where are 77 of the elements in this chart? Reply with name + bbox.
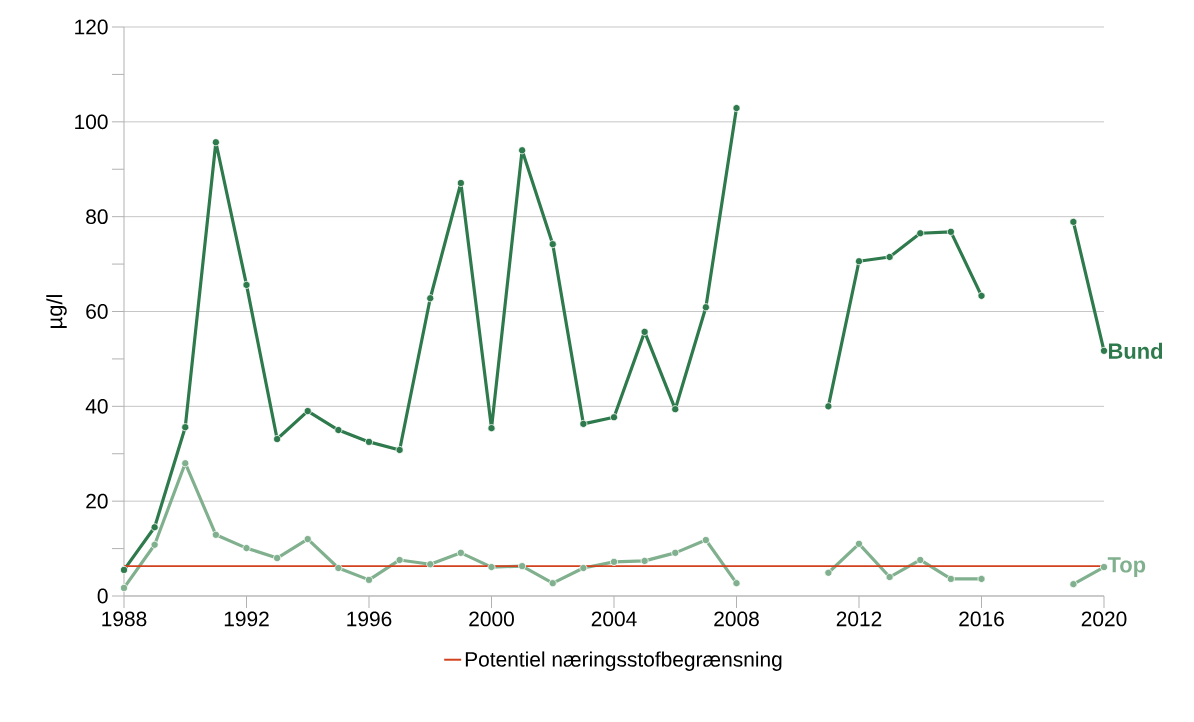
point	[518, 146, 527, 155]
point	[916, 555, 925, 564]
point	[1069, 217, 1078, 226]
point	[518, 562, 527, 571]
point	[365, 437, 373, 446]
point	[855, 539, 863, 548]
point	[303, 407, 312, 416]
point	[824, 568, 833, 577]
point	[701, 303, 710, 312]
x-tick-label: 1992	[224, 611, 269, 627]
point	[487, 424, 496, 433]
x-tick-label: 2020	[1081, 611, 1127, 627]
point	[303, 535, 312, 544]
x-tick-label: 1996	[347, 611, 392, 627]
point	[211, 138, 220, 147]
point	[365, 575, 373, 584]
point	[150, 540, 159, 549]
point	[1100, 346, 1108, 355]
point	[1069, 580, 1078, 589]
point	[977, 291, 986, 300]
point	[885, 573, 894, 582]
point	[120, 583, 128, 592]
point	[579, 564, 588, 573]
point	[426, 560, 435, 569]
y-tick-label: 100	[75, 114, 108, 130]
point	[395, 445, 404, 454]
point	[242, 280, 251, 289]
point	[273, 554, 282, 563]
point	[273, 435, 282, 444]
point	[120, 565, 128, 574]
y-tick-label: 0	[97, 588, 108, 604]
point	[150, 523, 159, 532]
x-tick-label: 2000	[469, 611, 514, 627]
point	[610, 413, 618, 422]
point	[334, 564, 343, 573]
series-label: Top	[1107, 557, 1146, 577]
point	[579, 419, 588, 428]
x-tick-label: 1988	[102, 611, 147, 627]
x-tick-label: 2012	[836, 611, 882, 627]
y-tick-label: 120	[75, 19, 108, 35]
x-tick-label: 2004	[591, 611, 637, 627]
point	[548, 579, 557, 588]
point	[916, 229, 925, 238]
legend-label: Potentiel næringsstofbegrænsning	[465, 651, 782, 671]
x-tick-label: 2008	[714, 611, 759, 627]
point	[732, 104, 741, 113]
y-tick-label: 40	[85, 398, 108, 414]
point	[732, 579, 741, 588]
point	[855, 257, 863, 266]
point	[548, 240, 557, 249]
point	[426, 294, 435, 303]
point	[671, 548, 680, 557]
point	[395, 555, 404, 564]
y-tick-label: 60	[86, 304, 108, 319]
point	[211, 530, 220, 539]
point	[334, 426, 343, 435]
x-tick-label: 2016	[959, 611, 1004, 627]
point	[977, 574, 986, 583]
point	[701, 536, 710, 545]
series-label: Bund	[1109, 342, 1163, 359]
point	[946, 227, 955, 236]
point	[456, 179, 465, 187]
y-axis-title: µg/l	[46, 295, 67, 328]
point	[610, 557, 618, 566]
point	[824, 402, 833, 411]
point	[946, 574, 955, 583]
y-tick-label: 80	[86, 209, 108, 225]
point	[181, 459, 190, 468]
point	[640, 327, 649, 336]
point	[640, 556, 649, 565]
point	[487, 563, 496, 572]
y-tick-label: 20	[86, 493, 108, 509]
point	[242, 544, 251, 553]
point	[885, 252, 894, 261]
point	[671, 405, 680, 414]
point	[181, 423, 190, 432]
point	[456, 548, 465, 557]
